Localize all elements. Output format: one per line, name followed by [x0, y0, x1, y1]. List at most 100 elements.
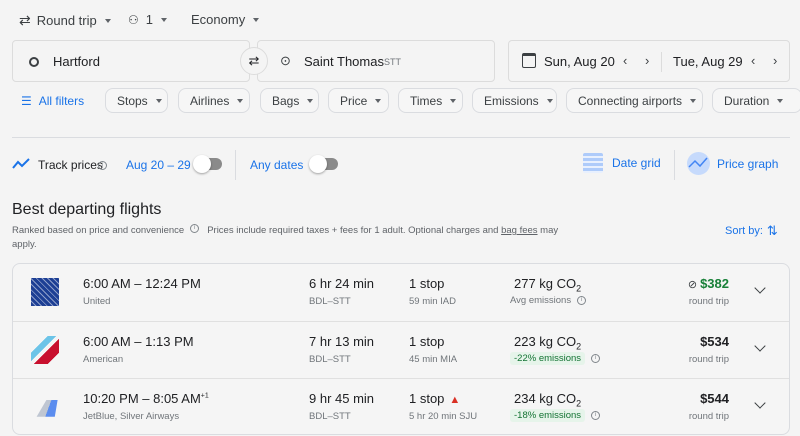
track-dates-toggle[interactable]	[193, 155, 222, 173]
flight-row[interactable]: 6:00 AM – 12:24 PM United 6 hr 24 min BD…	[13, 264, 789, 321]
flight-times: 6:00 AM – 1:13 PM	[83, 334, 194, 349]
caret-down-icon	[104, 18, 111, 23]
co2-amount: 277 kg CO	[514, 276, 577, 291]
return-date[interactable]: Tue, Aug 29	[673, 54, 743, 69]
caret-down-icon	[237, 98, 244, 103]
origin-input[interactable]: Hartford	[12, 40, 250, 82]
emissions-label: Avg emissions	[510, 295, 572, 306]
layover-info: 5 hr 20 min SJU	[409, 411, 478, 422]
flight-price: $544	[700, 391, 729, 406]
price-note: round trip	[688, 296, 729, 307]
any-dates-toggle[interactable]	[309, 155, 338, 173]
no-carry-on-bag-icon: ⊘	[687, 279, 698, 291]
sort-by-button[interactable]: Sort by: ⇅	[725, 223, 778, 238]
depart-date[interactable]: Sun, Aug 20	[544, 54, 615, 69]
flight-times: 6:00 AM – 12:24 PM	[83, 276, 201, 291]
flight-route: BDL–STT	[309, 296, 351, 307]
date-range-input[interactable]: Sun, Aug 20 ‹ › Tue, Aug 29 ‹ ›	[508, 40, 790, 82]
results-title: Best departing flights	[12, 201, 162, 218]
filter-airlines[interactable]: Airlines	[178, 88, 250, 113]
caret-down-icon	[155, 98, 162, 103]
trend-icon	[12, 158, 30, 169]
info-icon[interactable]: i	[591, 410, 601, 420]
flight-results-list: 6:00 AM – 12:24 PM United 6 hr 24 min BD…	[12, 263, 790, 435]
filter-stops[interactable]: Stops	[105, 88, 168, 113]
divider	[674, 150, 675, 180]
trip-type-select[interactable]: ⇄ Round trip	[19, 12, 111, 29]
return-next-icon[interactable]: ›	[773, 53, 778, 68]
return-prev-icon[interactable]: ‹	[751, 53, 756, 68]
flight-duration: 9 hr 45 min	[309, 391, 375, 406]
passengers-select[interactable]: ⚇ 1	[128, 12, 167, 27]
airline-name: United	[83, 296, 111, 307]
warning-icon: ▲	[449, 394, 461, 406]
caret-down-icon	[375, 98, 382, 103]
expand-chevron-icon[interactable]	[754, 397, 766, 409]
bag-fees-link[interactable]: bag fees	[501, 225, 538, 236]
flight-route: BDL–STT	[309, 411, 351, 422]
caret-down-icon	[690, 98, 697, 103]
flight-price: $382	[700, 276, 729, 291]
swap-button[interactable]: ⇄	[240, 47, 268, 75]
round-trip-icon: ⇄	[19, 12, 31, 28]
divider	[235, 150, 236, 180]
caret-down-icon	[777, 98, 784, 103]
location-pin-icon: ⊙	[280, 53, 291, 68]
track-date-range: Aug 20 – 29	[126, 158, 191, 172]
divider	[12, 137, 790, 138]
filter-times[interactable]: Times	[398, 88, 463, 113]
co2-amount: 234 kg CO	[514, 391, 577, 406]
american-airlines-logo	[31, 336, 59, 364]
date-grid-button[interactable]: Date grid	[583, 153, 661, 173]
filter-connecting-airports[interactable]: Connecting airports	[566, 88, 703, 113]
layover-info: 45 min MIA	[409, 354, 458, 365]
flight-row[interactable]: 6:00 AM – 1:13 PM American 7 hr 13 min B…	[13, 321, 789, 378]
day-offset: +1	[200, 392, 209, 400]
expand-chevron-icon[interactable]	[754, 340, 766, 352]
info-icon[interactable]: i	[577, 295, 587, 305]
destination-input[interactable]: ⊙ Saint Thomas STT	[257, 40, 495, 82]
airline-name: American	[83, 354, 124, 365]
calendar-icon	[522, 53, 536, 68]
caret-down-icon	[253, 17, 260, 22]
info-icon[interactable]: i	[98, 161, 107, 170]
filter-bags[interactable]: Bags	[260, 88, 319, 113]
flight-row[interactable]: 10:20 PM – 8:05 AM+1 JetBlue, Silver Air…	[13, 378, 789, 434]
track-prices-label: Track prices	[38, 158, 103, 172]
flight-route: BDL–STT	[309, 354, 351, 365]
expand-chevron-icon[interactable]	[754, 282, 766, 294]
depart-next-icon[interactable]: ›	[645, 53, 650, 68]
filter-duration[interactable]: Duration	[712, 88, 800, 113]
stops-count: 1 stop	[409, 391, 445, 406]
united-logo	[31, 278, 59, 306]
price-graph-button[interactable]: Price graph	[687, 152, 778, 175]
stops-count: 1 stop	[409, 334, 445, 349]
sort-icon: ⇅	[766, 223, 778, 238]
results-subtitle: Ranked based on price and convenience i Pr…	[12, 223, 559, 250]
caret-down-icon	[450, 98, 457, 103]
all-filters-button[interactable]: ☰ All filters	[21, 94, 85, 108]
date-grid-icon	[583, 153, 603, 173]
person-icon: ⚇	[128, 12, 139, 27]
airline-name: JetBlue, Silver Airways	[83, 411, 180, 422]
filter-price[interactable]: Price	[328, 88, 389, 113]
layover-info: 59 min IAD	[409, 296, 456, 307]
jetblue-logo	[36, 400, 58, 417]
co2-subscript: 2	[576, 398, 582, 409]
co2-subscript: 2	[576, 341, 582, 352]
origin-circle-icon	[29, 57, 39, 67]
caret-down-icon	[307, 98, 314, 103]
price-note: round trip	[688, 354, 729, 365]
co2-amount: 223 kg CO	[514, 334, 577, 349]
depart-prev-icon[interactable]: ‹	[623, 53, 628, 68]
info-icon[interactable]: i	[591, 353, 601, 363]
price-graph-icon	[687, 152, 710, 175]
info-icon[interactable]: i	[190, 223, 200, 233]
co2-subscript: 2	[576, 283, 582, 294]
price-note: round trip	[688, 411, 729, 422]
caret-down-icon	[546, 98, 553, 103]
filter-emissions[interactable]: Emissions	[472, 88, 557, 113]
flight-duration: 7 hr 13 min	[309, 334, 375, 349]
swap-icon: ⇄	[248, 53, 260, 68]
cabin-class-select[interactable]: Economy	[191, 12, 260, 27]
